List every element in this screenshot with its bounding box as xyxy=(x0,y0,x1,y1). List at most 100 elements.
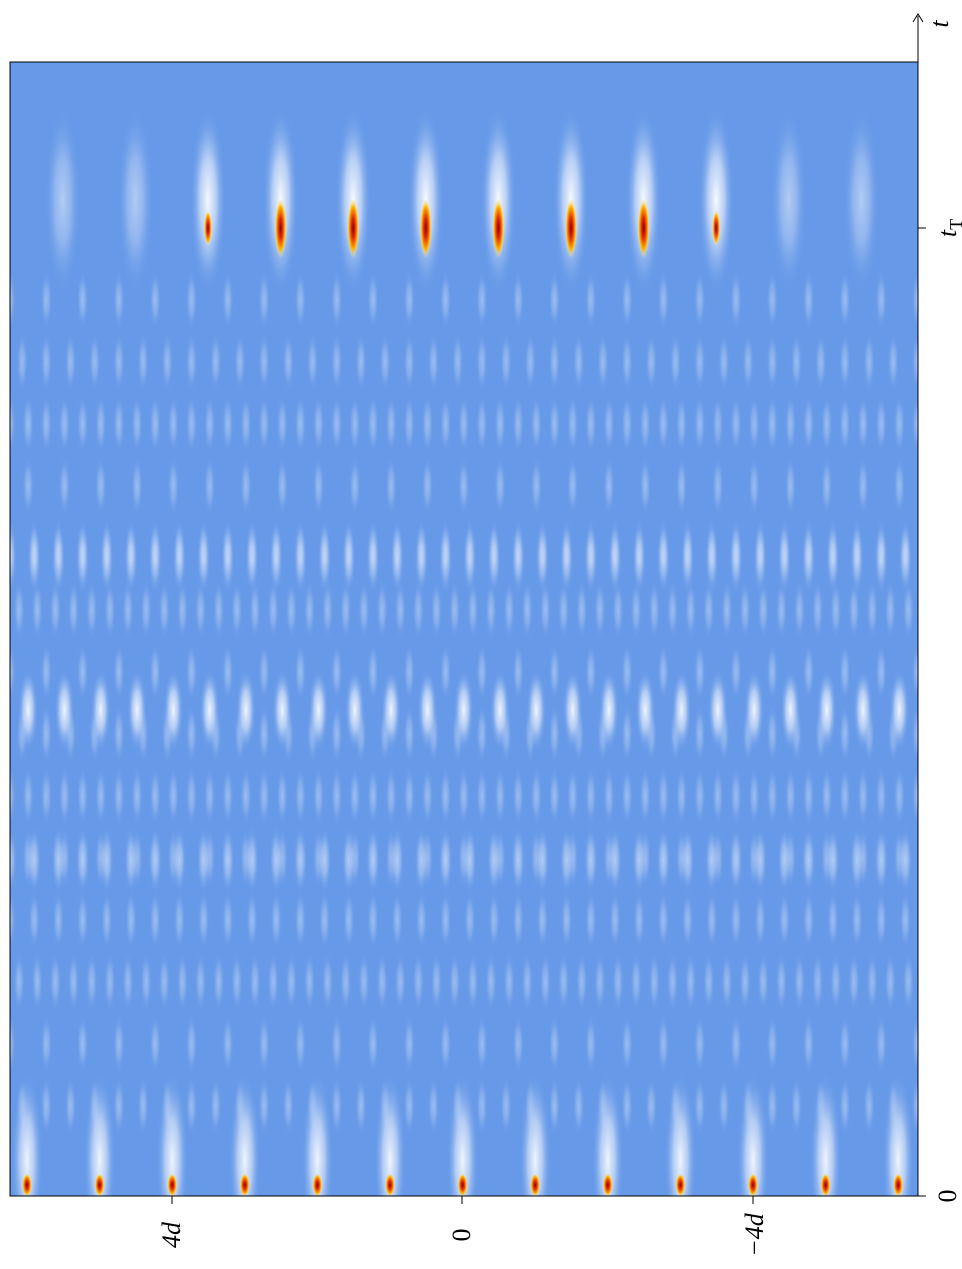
fringe xyxy=(526,668,547,752)
fringe xyxy=(221,394,234,454)
fringe xyxy=(512,766,525,826)
fringe xyxy=(367,270,379,330)
fringe xyxy=(766,394,779,454)
fringe xyxy=(239,456,252,516)
focus-glow xyxy=(698,105,735,295)
fringe xyxy=(167,766,180,826)
fringe xyxy=(793,580,806,640)
fringe xyxy=(784,394,797,454)
fringe xyxy=(76,890,89,950)
fringe xyxy=(645,332,658,392)
fringe xyxy=(475,766,488,826)
time-axis-label: t xyxy=(925,20,954,28)
fringe xyxy=(367,642,379,702)
fringe xyxy=(639,766,652,826)
fringe xyxy=(559,826,574,894)
fringe xyxy=(16,332,29,392)
fringe xyxy=(475,1076,488,1136)
fringe xyxy=(245,826,259,894)
fringe xyxy=(221,642,234,702)
focus-glow xyxy=(770,105,807,295)
fringe xyxy=(51,526,66,594)
fringe xyxy=(899,890,912,950)
fringe xyxy=(487,826,501,894)
fringe xyxy=(583,526,598,594)
source-glow xyxy=(11,1070,43,1196)
fringe xyxy=(67,952,80,1012)
fringe xyxy=(40,332,53,392)
fringe xyxy=(884,952,897,1012)
fringe xyxy=(203,394,216,454)
fringe xyxy=(702,952,715,1012)
fringe xyxy=(294,890,307,950)
fringe xyxy=(621,1076,634,1136)
fringe xyxy=(451,332,464,392)
fringe xyxy=(539,580,552,640)
source-peak xyxy=(239,1173,250,1196)
fringe xyxy=(131,766,144,826)
fringe xyxy=(167,394,180,454)
fringe xyxy=(742,332,755,392)
fringe xyxy=(766,270,779,330)
fringe xyxy=(902,952,915,1012)
fringe xyxy=(693,270,706,330)
fringe xyxy=(203,766,216,826)
fringe xyxy=(185,1014,198,1074)
fringe xyxy=(339,580,352,640)
fringe xyxy=(884,580,897,640)
fringe xyxy=(427,1076,440,1136)
fringe xyxy=(140,580,153,640)
fringe xyxy=(893,456,906,516)
fringe xyxy=(88,332,101,392)
fringe xyxy=(512,642,525,702)
fringe xyxy=(875,1014,888,1074)
fringe xyxy=(829,580,842,640)
fringe xyxy=(675,766,688,826)
fringe xyxy=(811,952,824,1012)
fringe xyxy=(394,952,407,1012)
fringe xyxy=(717,1076,730,1136)
focus-glow xyxy=(44,105,81,295)
fringe xyxy=(757,580,770,640)
fringe xyxy=(630,580,643,640)
fringe xyxy=(621,704,634,764)
fringe xyxy=(381,668,402,752)
fringe xyxy=(775,580,788,640)
fringe xyxy=(500,1076,513,1136)
fringe xyxy=(693,704,706,764)
fringe xyxy=(475,332,488,392)
fringe xyxy=(475,704,488,764)
fringe xyxy=(31,580,44,640)
fringe xyxy=(233,332,246,392)
fringe xyxy=(816,668,837,752)
fringe xyxy=(753,526,768,594)
fringe xyxy=(612,580,625,640)
fringe xyxy=(748,766,761,826)
fringe xyxy=(462,526,477,594)
tick-base: t xyxy=(933,229,962,237)
fringe xyxy=(10,766,16,826)
fringe xyxy=(209,332,222,392)
fringe xyxy=(566,456,579,516)
fringe xyxy=(730,766,742,826)
fringe xyxy=(99,826,114,894)
fringe xyxy=(874,526,889,594)
fringe xyxy=(657,270,670,330)
fringe xyxy=(276,766,289,826)
fringe xyxy=(557,952,570,1012)
source-peak xyxy=(530,1173,541,1196)
fringe xyxy=(539,952,552,1012)
fringe xyxy=(811,580,824,640)
fringe xyxy=(112,642,125,702)
focus-glow xyxy=(117,105,154,295)
fringe xyxy=(294,270,307,330)
fringe xyxy=(27,826,42,894)
fringe xyxy=(511,826,526,894)
fringe xyxy=(282,332,295,392)
fringe xyxy=(702,580,715,640)
fringe xyxy=(621,394,634,454)
fringe xyxy=(330,1076,343,1136)
fringe xyxy=(766,1076,779,1136)
fringe xyxy=(412,580,425,640)
fringe xyxy=(838,332,851,392)
